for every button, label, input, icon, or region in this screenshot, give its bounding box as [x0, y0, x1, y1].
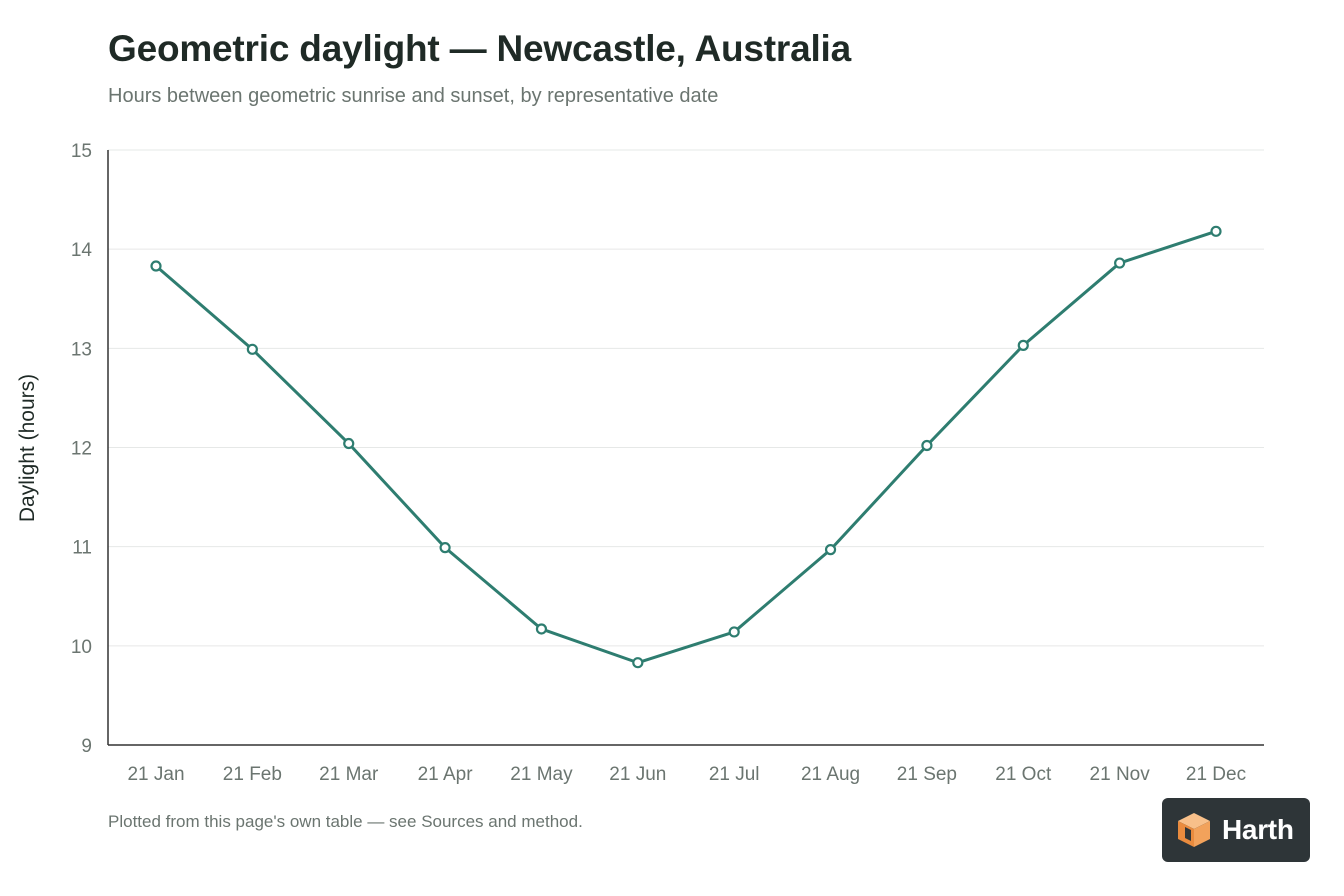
chart-title: Geometric daylight — Newcastle, Australi…: [108, 28, 852, 69]
data-point: [343, 437, 355, 450]
x-tick-label: 21 Aug: [801, 764, 860, 785]
y-tick-label: 12: [71, 439, 92, 460]
x-tick-label: 21 Feb: [223, 764, 282, 785]
chart-subtitle: Hours between geometric sunrise and suns…: [108, 85, 719, 107]
logo-text: Harth: [1222, 814, 1294, 845]
x-tick-label: 21 Mar: [319, 764, 379, 785]
x-tick-label: 21 Oct: [995, 764, 1052, 785]
series-line: [154, 229, 1218, 665]
x-tick-label: 21 Sep: [897, 764, 957, 785]
data-point: [824, 544, 837, 556]
data-point: [439, 542, 451, 554]
data-point: [728, 626, 740, 638]
y-tick-label: 13: [71, 339, 92, 360]
harth-logo[interactable]: Harth: [1162, 798, 1310, 862]
x-tick-label: 21 May: [510, 764, 573, 785]
x-tick-label: 21 Jan: [127, 764, 184, 785]
axes: [107, 150, 1264, 746]
y-tick-label: 10: [71, 637, 92, 658]
x-tick-label: 21 Dec: [1186, 764, 1246, 785]
data-point: [1210, 225, 1222, 237]
y-tick-label: 11: [72, 538, 92, 559]
x-tick-label: 21 Jul: [709, 764, 760, 785]
x-tick-label: 21 Nov: [1090, 764, 1151, 785]
data-point: [1114, 257, 1126, 269]
data-point: [1017, 339, 1029, 351]
grid-lines: [108, 149, 1264, 647]
y-tick-label: 15: [71, 141, 92, 162]
y-axis-label: Daylight (hours): [16, 374, 39, 522]
y-tick-labels: 9 10 11 12 13 14 15: [71, 141, 93, 757]
data-point: [535, 623, 548, 635]
x-tick-labels: 21 Jan 21 Feb 21 Mar 21 Apr 21 May 21 Jun 21 J…: [127, 764, 1246, 785]
y-tick-label: 9: [81, 736, 92, 757]
harth-cube-icon: [1174, 810, 1214, 850]
series: [150, 225, 1222, 669]
data-point: [246, 343, 258, 355]
x-tick-label: 21 Jun: [609, 764, 666, 785]
x-tick-label: 21 Apr: [418, 764, 474, 785]
data-point: [921, 439, 933, 452]
data-point: [150, 260, 162, 272]
footnote: Plotted from this page's own table — see…: [108, 812, 583, 831]
y-tick-label: 14: [71, 240, 93, 261]
data-point: [632, 657, 644, 669]
